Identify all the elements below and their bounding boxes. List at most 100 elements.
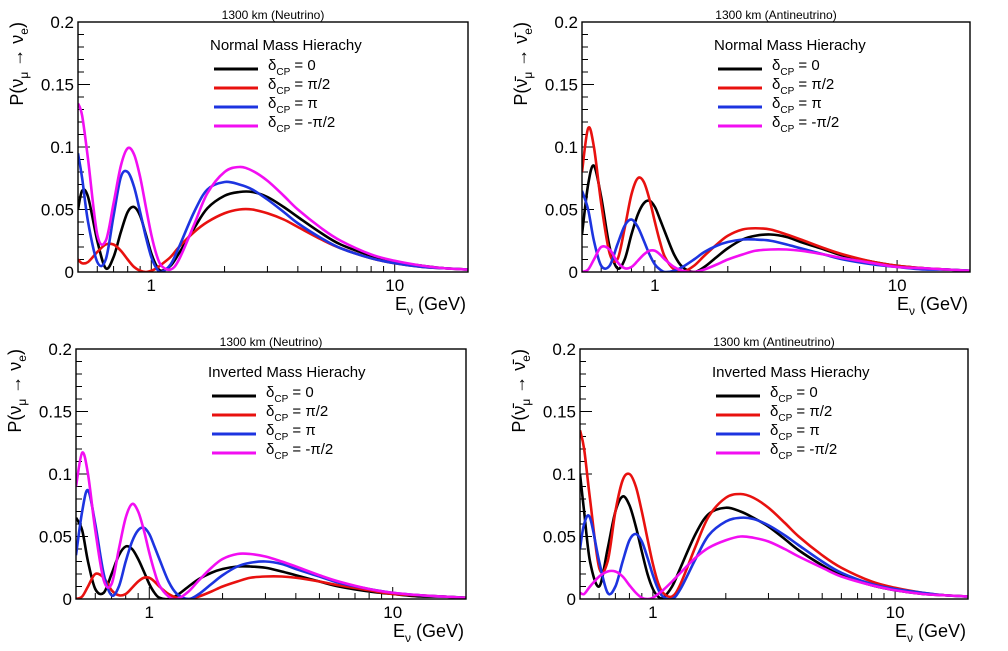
y-tick-label: 0.1 [554,138,578,157]
legend-symbol: δ [266,422,274,439]
legend-entry: δCP = π/2 [770,403,832,424]
series-line-3 [78,153,468,272]
legend-entry: δCP = 0 [772,57,820,78]
legend-rest: = 0 [792,384,817,401]
y-tick-label: 0 [65,263,74,282]
plot-frame [75,348,467,600]
legend-symbol: δ [268,114,276,131]
legend-subscript: CP [276,86,290,97]
legend-entry: δCP = -π/2 [770,441,837,462]
legend-entry: δCP = 0 [266,384,314,405]
x-tick-label: 10 [385,276,404,295]
y-tick-label: 0.05 [41,201,74,220]
y-tick-label: 0.15 [39,403,72,422]
y-label-subscript: μ [15,399,29,406]
legend-entry: δCP = π/2 [772,76,834,97]
x-label-main: E [395,294,407,314]
legend-entry: δCP = -π/2 [266,441,333,462]
y-label-part: P(ν [7,79,27,106]
y-tick-label: 0.1 [48,465,72,484]
x-tick-label: 1 [147,276,156,295]
x-label-subscript: ν [909,304,915,318]
y-label-part: → ν [5,362,25,399]
legend-rest: = π/2 [290,76,330,93]
legend-subscript: CP [276,105,290,116]
y-tick-label: 0.15 [545,76,578,95]
legend-symbol: δ [770,403,778,420]
x-label-main: E [897,294,909,314]
x-axis-label: Eν (GeV) [895,621,966,645]
y-label-part: ) [511,22,531,28]
series-line-4 [78,102,468,272]
y-tick-label: 0.15 [543,403,576,422]
legend-subscript: CP [780,105,794,116]
legend-subscript: CP [274,394,288,405]
legend-entry: δCP = π [268,95,318,116]
panel-3: 1300 km (Neutrino) 0 0.05 0.1 0.15 0.2 1 10 Inve… [5,335,467,645]
x-tick-label: 1 [650,276,659,295]
plot-frame [581,21,971,273]
y-tick-label: 0.15 [41,76,74,95]
panel-2: 1300 km (Antineutrino) 0 0.05 0.1 0.15 0.2 1 10… [511,8,971,318]
y-tick-label: 0.05 [545,201,578,220]
legend-entry: δCP = π/2 [266,403,328,424]
chart-title: 1300 km (Neutrino) [220,335,323,349]
legend-rest: = 0 [288,384,313,401]
y-tick-label: 0.1 [552,465,576,484]
x-label-main: E [895,621,907,641]
legend-symbol: δ [266,403,274,420]
legend-symbol: δ [268,76,276,93]
y-label-subscript: e [521,28,535,35]
x-axis-label: Eν (GeV) [897,294,968,318]
x-tick-label: 1 [145,603,154,622]
y-tick-label: 0.1 [50,138,74,157]
legend-symbol: δ [268,57,276,74]
legend-subscript: CP [276,124,290,135]
legend-title: Normal Mass Hierachy [714,37,866,54]
x-label-subscript: ν [907,631,913,645]
legend-title: Inverted Mass Hierachy [208,364,366,381]
legend-entry: δCP = π [772,95,822,116]
y-axis-label: P(νμ → νe) [7,22,31,106]
y-tick-label: 0.2 [50,13,74,32]
legend-subscript: CP [274,451,288,462]
series-line-3 [580,514,968,599]
series-line-2 [580,429,968,599]
legend-subscript: CP [778,394,792,405]
y-label-part: → ν [7,35,27,72]
y-label-subscript: e [519,355,533,362]
y-label-part: P(ν̄ [511,76,531,106]
legend-rest: = π [794,95,821,112]
legend-rest: = -π/2 [290,114,335,131]
y-label-subscript: μ [17,72,31,79]
legend-subscript: CP [274,413,288,424]
y-label-part: → ν̄ [509,359,529,399]
y-label-part: → ν̄ [511,32,531,72]
x-axis-label: Eν (GeV) [393,621,464,645]
legend-symbol: δ [772,114,780,131]
y-axis-label: P(ν̄μ → ν̄e) [509,349,533,433]
series-line-1 [582,164,970,272]
legend-symbol: δ [770,384,778,401]
legend-rest: = π/2 [792,403,832,420]
y-tick-label: 0 [567,590,576,609]
legend-subscript: CP [778,432,792,443]
legend-title: Inverted Mass Hierachy [712,364,870,381]
curves [78,102,468,272]
y-tick-label: 0 [569,263,578,282]
legend-rest: = π [792,422,819,439]
legend-subscript: CP [778,451,792,462]
curves [76,451,466,599]
series-line-1 [78,188,468,272]
legend-entry: δCP = -π/2 [772,114,839,135]
legend-rest: = -π/2 [794,114,839,131]
x-tick-label: 10 [886,603,905,622]
y-tick-label: 0 [63,590,72,609]
y-axis-label: P(νμ → νe) [5,349,29,433]
legend-subscript: CP [276,67,290,78]
y-label-subscript: e [15,355,29,362]
legend-subscript: CP [780,67,794,78]
